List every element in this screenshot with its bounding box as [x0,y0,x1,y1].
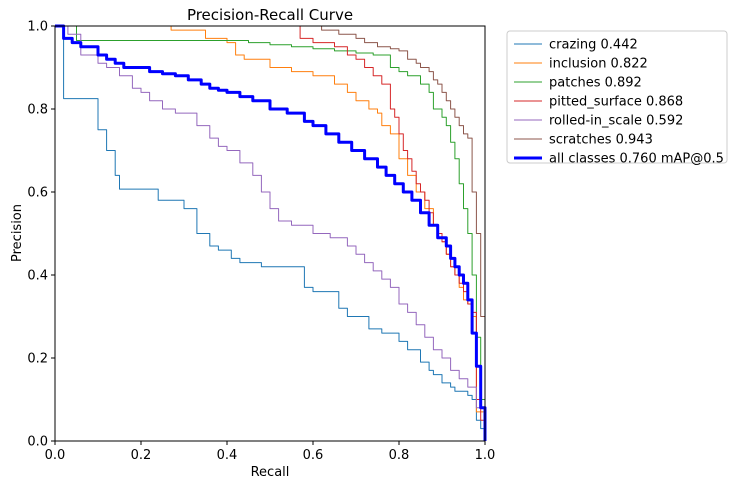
x-axis-label: Recall [251,465,290,480]
x-tick-label: 0.6 [303,448,324,463]
y-axis: 0.0 0.2 0.4 0.6 0.8 1.0 [27,20,55,450]
legend-label-1: inclusion 0.822 [549,57,648,72]
x-tick-label: 0.4 [217,448,238,463]
plot-area [55,24,487,441]
chart-title: Precision-Recall Curve [187,6,353,24]
series-line-5 [313,25,486,441]
x-axis: 0.0 0.2 0.4 0.6 0.8 1.0 [45,441,496,463]
series-line-6 [55,24,487,441]
x-tick-label: 0.2 [131,448,152,463]
legend-label-2: patches 0.892 [549,76,642,91]
legend-label-6: all classes 0.760 mAP@0.5 [549,152,724,167]
legend-box [506,30,728,164]
legend-label-4: rolled-in_scale 0.592 [549,114,683,129]
legend: crazing 0.442 inclusion 0.822 patches 0.89… [506,30,728,167]
y-tick-label: 0.0 [27,435,48,450]
series-line-0 [55,25,486,441]
y-axis-label: Precision [10,204,25,262]
x-tick-label: 1.0 [475,448,496,463]
y-tick-label: 1.0 [27,20,48,35]
legend-label-0: crazing 0.442 [549,38,638,53]
y-tick-label: 0.4 [27,269,48,284]
x-tick-label: 0.8 [389,448,410,463]
legend-label-3: pitted_surface 0.868 [549,95,683,110]
plot-frame [54,25,486,442]
x-tick-label: 0.0 [45,448,66,463]
legend-label-5: scratches 0.943 [549,133,653,148]
y-tick-label: 0.8 [27,103,48,118]
series-line-4 [55,25,486,441]
y-tick-label: 0.6 [27,186,48,201]
series-line-2 [55,25,486,441]
series-line-1 [55,25,486,441]
y-tick-label: 0.2 [27,352,48,367]
series-line-3 [299,26,486,441]
